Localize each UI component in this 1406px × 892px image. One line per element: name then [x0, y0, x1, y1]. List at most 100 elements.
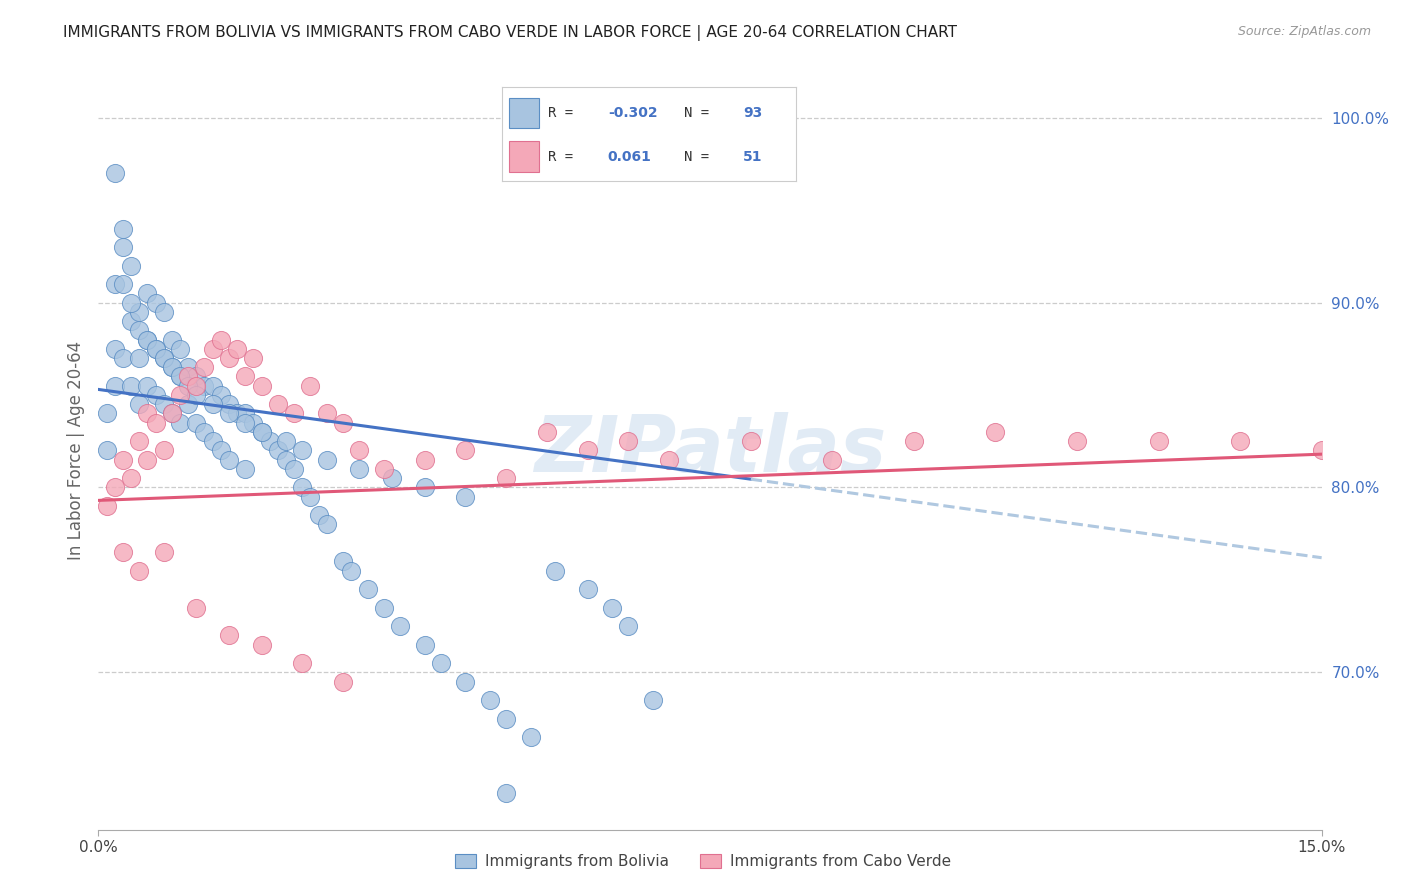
Point [186, 369, 208, 384]
Point [152, 351, 174, 365]
Point [193, 425, 215, 439]
Point [145, 416, 167, 430]
Point [478, 693, 501, 707]
Point [821, 452, 844, 467]
Point [128, 564, 150, 578]
Point [104, 342, 127, 356]
Point [283, 462, 305, 476]
Point [145, 295, 167, 310]
Point [136, 333, 159, 347]
Point [152, 545, 174, 559]
Point [111, 452, 134, 467]
Point [152, 351, 174, 365]
Point [186, 388, 208, 402]
Point [381, 471, 404, 485]
Point [104, 166, 127, 180]
Point [903, 434, 925, 449]
Point [413, 638, 436, 652]
Point [104, 378, 127, 392]
Point [128, 397, 150, 411]
Point [218, 397, 240, 411]
Point [454, 490, 477, 504]
Point [169, 416, 191, 430]
Point [430, 656, 453, 670]
Text: Source: ZipAtlas.com: Source: ZipAtlas.com [1237, 25, 1371, 38]
Point [111, 351, 134, 365]
Point [315, 452, 337, 467]
Point [495, 786, 517, 800]
Point [104, 277, 127, 291]
Point [169, 342, 191, 356]
Point [96, 443, 118, 458]
Point [233, 369, 256, 384]
Point [136, 452, 159, 467]
Point [128, 351, 150, 365]
Point [218, 452, 240, 467]
Point [373, 600, 395, 615]
Point [136, 378, 159, 392]
Point [120, 378, 142, 392]
Point [177, 360, 200, 375]
Point [454, 674, 477, 689]
Point [250, 378, 273, 392]
Point [218, 407, 240, 421]
Point [193, 378, 215, 392]
Point [111, 277, 134, 291]
Point [128, 434, 150, 449]
Point [259, 434, 281, 449]
Point [136, 407, 159, 421]
Point [209, 443, 232, 458]
Point [740, 434, 762, 449]
Point [299, 378, 322, 392]
Point [152, 305, 174, 319]
Point [250, 425, 273, 439]
Point [315, 517, 337, 532]
Point [299, 490, 322, 504]
Point [389, 619, 412, 633]
Point [291, 656, 314, 670]
Point [120, 471, 142, 485]
Point [218, 351, 240, 365]
Point [519, 730, 541, 744]
Point [356, 582, 378, 596]
Point [160, 333, 183, 347]
Text: ZIPatlas: ZIPatlas [534, 412, 886, 489]
Point [120, 295, 142, 310]
Point [454, 443, 477, 458]
Point [226, 407, 249, 421]
Point [186, 416, 208, 430]
Point [152, 443, 174, 458]
Point [250, 425, 273, 439]
Point [576, 443, 599, 458]
Point [274, 452, 297, 467]
Point [617, 434, 640, 449]
Point [242, 416, 264, 430]
Point [349, 443, 371, 458]
Point [201, 342, 224, 356]
Point [536, 425, 558, 439]
Point [128, 323, 150, 337]
Point [250, 638, 273, 652]
Point [209, 388, 232, 402]
Point [332, 674, 354, 689]
Point [169, 369, 191, 384]
Point [193, 360, 215, 375]
Point [1147, 434, 1170, 449]
Point [111, 545, 134, 559]
Point [233, 407, 256, 421]
Point [201, 378, 224, 392]
Y-axis label: In Labor Force | Age 20-64: In Labor Force | Age 20-64 [66, 341, 84, 560]
Point [267, 397, 290, 411]
Point [617, 619, 640, 633]
Point [267, 443, 290, 458]
Point [373, 462, 395, 476]
Point [96, 407, 118, 421]
Point [274, 434, 297, 449]
Point [233, 462, 256, 476]
Point [177, 397, 200, 411]
Point [186, 378, 208, 392]
Point [413, 452, 436, 467]
Point [218, 628, 240, 642]
Point [291, 480, 314, 494]
Point [1310, 443, 1333, 458]
